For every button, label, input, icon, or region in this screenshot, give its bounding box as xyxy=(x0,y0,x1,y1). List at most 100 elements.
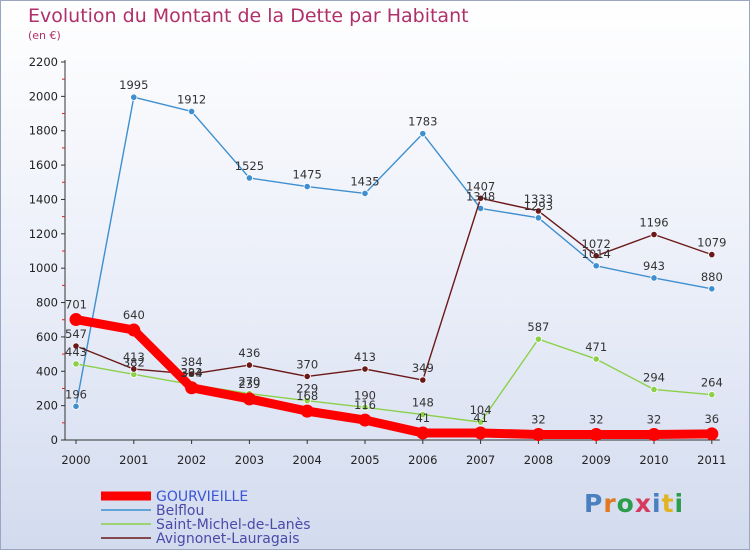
data-label: 547 xyxy=(65,327,87,341)
data-point xyxy=(361,189,369,198)
x-tick-label: 2009 xyxy=(582,453,611,467)
data-label: 323 xyxy=(181,366,203,380)
data-point xyxy=(534,207,543,215)
legend-label: GOURVIEILLE xyxy=(156,489,248,505)
proxiti-logo: Proxiti xyxy=(584,489,684,518)
y-tick-label: 2000 xyxy=(29,89,58,103)
data-label: 32 xyxy=(647,413,662,427)
data-label: 880 xyxy=(701,270,723,284)
data-label: 413 xyxy=(354,350,376,364)
data-point xyxy=(419,410,427,419)
x-tick-label: 2006 xyxy=(408,453,437,467)
x-tick-label: 2010 xyxy=(639,453,668,467)
data-label: 190 xyxy=(354,388,376,402)
data-label: 1435 xyxy=(350,174,379,188)
series-line xyxy=(71,315,717,440)
data-point xyxy=(127,323,141,337)
data-label: 41 xyxy=(415,411,430,425)
data-point xyxy=(534,214,543,222)
data-point xyxy=(361,403,369,411)
data-point xyxy=(474,426,488,440)
data-label: 196 xyxy=(65,387,87,401)
y-tick-label: 200 xyxy=(36,399,58,413)
data-label: 229 xyxy=(296,382,318,396)
logo-letter: t xyxy=(661,489,675,518)
data-point xyxy=(705,427,719,441)
data-point xyxy=(531,428,545,442)
data-point xyxy=(188,370,196,378)
data-label: 148 xyxy=(412,396,434,410)
data-label: 1072 xyxy=(582,237,611,251)
legend-label: Belflou xyxy=(156,503,204,519)
y-tick-label: 1800 xyxy=(29,124,58,138)
series-line xyxy=(75,338,713,423)
data-label: 1407 xyxy=(466,179,495,193)
data-label: 304 xyxy=(181,366,203,380)
data-point xyxy=(69,313,83,327)
data-point xyxy=(72,402,80,410)
data-point xyxy=(476,418,485,426)
data-label: 168 xyxy=(296,389,318,403)
y-tick-label: 1400 xyxy=(29,192,58,206)
data-label: 41 xyxy=(473,411,488,425)
series-line xyxy=(75,197,713,381)
data-point xyxy=(650,274,658,282)
data-label: 36 xyxy=(704,412,719,426)
data-point xyxy=(188,107,196,116)
data-label: 640 xyxy=(123,308,145,322)
data-label: 471 xyxy=(585,340,607,354)
data-point xyxy=(592,252,600,260)
data-label: 239 xyxy=(238,377,260,391)
data-point xyxy=(303,397,311,405)
data-point xyxy=(361,365,369,373)
data-point xyxy=(416,426,430,440)
data-label: 382 xyxy=(123,355,145,369)
series-line xyxy=(75,96,713,408)
data-point xyxy=(650,385,658,394)
data-label: 1079 xyxy=(697,236,726,250)
data-label: 943 xyxy=(643,259,665,273)
logo-letter: r xyxy=(603,489,617,518)
data-point xyxy=(534,335,543,343)
y-tick-label: 2200 xyxy=(29,55,58,69)
legend-label: Avignonet-Lauragais xyxy=(156,531,300,547)
unit-label: (en €) xyxy=(28,29,61,42)
data-point xyxy=(589,428,603,442)
logo-letter: i xyxy=(652,489,662,518)
data-point xyxy=(245,361,253,369)
logo-letter: o xyxy=(616,489,635,518)
data-label: 116 xyxy=(354,398,376,412)
data-label: 32 xyxy=(531,413,546,427)
data-label: 587 xyxy=(527,320,549,334)
y-tick-label: 1600 xyxy=(29,158,58,172)
data-point xyxy=(242,392,256,406)
data-label: 1783 xyxy=(408,115,437,129)
data-point xyxy=(303,372,311,381)
data-label: 104 xyxy=(470,403,492,417)
data-point xyxy=(650,230,658,239)
data-point xyxy=(130,365,138,373)
data-label: 1912 xyxy=(177,92,206,106)
data-point xyxy=(130,93,138,101)
data-point xyxy=(708,391,716,399)
legend-label: Saint-Michel-de-Lanès xyxy=(156,517,311,533)
data-point xyxy=(419,376,427,384)
logo-letter: P xyxy=(584,489,604,518)
data-label: 370 xyxy=(296,357,318,371)
y-tick-label: 400 xyxy=(36,364,58,378)
data-label: 32 xyxy=(589,413,604,427)
data-label: 1525 xyxy=(235,159,264,173)
x-tick-label: 2003 xyxy=(235,453,264,467)
data-label: 270 xyxy=(238,375,260,389)
x-tick-label: 2005 xyxy=(350,453,379,467)
data-label: 436 xyxy=(238,346,260,360)
x-tick-label: 2000 xyxy=(61,453,90,467)
data-label: 294 xyxy=(643,370,665,384)
data-label: 413 xyxy=(123,350,145,364)
x-tick-label: 2007 xyxy=(466,453,495,467)
y-tick-label: 1200 xyxy=(29,227,58,241)
data-label: 701 xyxy=(65,298,87,312)
data-label: 264 xyxy=(701,376,723,390)
